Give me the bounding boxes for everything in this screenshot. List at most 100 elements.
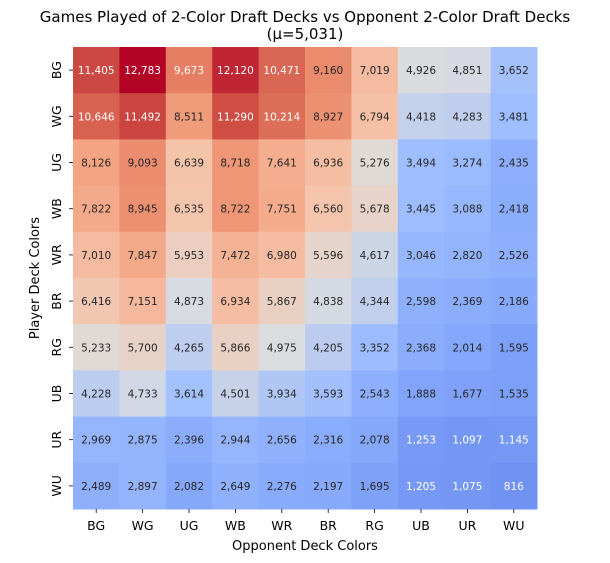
cell-value-label: 5,678: [360, 204, 390, 216]
heatmap-cell: [490, 416, 538, 464]
heatmap-cell: [305, 185, 352, 233]
heatmap-cell: [351, 185, 399, 233]
cell-value-label: 8,718: [220, 158, 250, 170]
cell-value-label: 5,700: [128, 342, 158, 354]
cell-value-label: 8,511: [174, 111, 204, 123]
cell-value-label: 6,794: [360, 111, 390, 123]
heatmap-cell: [212, 462, 260, 510]
x-tick-label: UG: [180, 518, 199, 533]
cell-value-label: 4,501: [220, 389, 250, 401]
heatmap-cell: [490, 370, 538, 418]
cell-value-label: 6,639: [174, 158, 204, 170]
heatmap-cell: [490, 462, 538, 510]
heatmap-cell: [165, 370, 213, 418]
cell-value-label: 3,046: [406, 250, 436, 262]
heatmap-cell: [305, 231, 352, 279]
heatmap-cell: [119, 416, 167, 464]
heatmap-cell: [444, 185, 492, 233]
heatmap-cell: [119, 462, 167, 510]
x-tick-label: WU: [503, 518, 525, 533]
cell-value-label: 4,617: [360, 250, 390, 262]
heatmap-cell: [165, 139, 213, 187]
cell-value-label: 6,980: [267, 250, 297, 262]
heatmap-cell: [165, 416, 213, 464]
cell-value-label: 9,673: [174, 65, 204, 77]
x-tick-label: BR: [320, 518, 338, 533]
heatmap-cell: [119, 324, 167, 371]
heatmap-cell: [258, 324, 306, 371]
cell-value-label: 1,075: [452, 481, 482, 493]
cell-value-label: 1,205: [406, 481, 436, 493]
cell-value-label: 2,014: [452, 342, 482, 354]
heatmap-cell: [73, 324, 120, 371]
cell-value-label: 4,926: [406, 65, 436, 77]
cell-value-label: 5,596: [313, 250, 343, 262]
heatmap-cell: [119, 185, 167, 233]
heatmap-cell: [351, 47, 399, 94]
heatmap-cell: [119, 139, 167, 187]
heatmap-cell: [165, 278, 213, 325]
heatmap-cell: [444, 47, 492, 94]
heatmap-cell: [119, 231, 167, 279]
y-tick-label: UB: [49, 385, 64, 403]
cell-value-label: 2,875: [128, 435, 158, 447]
y-tick-label: BR: [49, 292, 64, 310]
heatmap-cell: [212, 93, 260, 140]
heatmap-cell: [258, 416, 306, 464]
heatmap-cell: [351, 139, 399, 187]
cell-value-label: 2,944: [220, 435, 250, 447]
cell-value-label: 2,897: [128, 481, 158, 493]
heatmap-cell: [305, 139, 352, 187]
heatmap-cell: [212, 231, 260, 279]
heatmap-cell: [258, 139, 306, 187]
cell-value-label: 2,368: [406, 342, 436, 354]
heatmap-cell: [397, 324, 445, 371]
heatmap-cell: [73, 185, 120, 233]
heatmap-cell: [444, 324, 492, 371]
heatmap-cell: [305, 47, 352, 94]
cell-value-label: 5,867: [267, 296, 297, 308]
cell-value-label: 2,820: [452, 250, 482, 262]
heatmap-cell: [351, 462, 399, 510]
cell-value-label: 3,274: [452, 158, 482, 170]
cell-value-label: 8,722: [220, 204, 250, 216]
cell-value-label: 4,873: [174, 296, 204, 308]
heatmap-cell: [444, 416, 492, 464]
y-tick-label: WB: [49, 198, 64, 219]
cell-value-label: 3,934: [267, 389, 297, 401]
heatmap-cell: [212, 370, 260, 418]
cell-value-label: 8,927: [313, 111, 343, 123]
cell-value-label: 3,494: [406, 158, 436, 170]
heatmap-cell: [397, 47, 445, 94]
heatmap-cell: [444, 231, 492, 279]
heatmap-cell: [490, 324, 538, 371]
cell-value-label: 10,646: [78, 111, 115, 123]
heatmap-cell: [258, 278, 306, 325]
heatmap-cell: [397, 462, 445, 510]
heatmap-cell: [258, 462, 306, 510]
cell-value-label: 1,888: [406, 389, 436, 401]
cell-value-label: 7,751: [267, 204, 297, 216]
cell-value-label: 7,019: [360, 65, 390, 77]
cell-value-label: 1,535: [499, 389, 529, 401]
heatmap-cell: [444, 93, 492, 140]
cell-value-label: 4,851: [452, 65, 482, 77]
heatmap-cell: [351, 93, 399, 140]
cell-value-label: 7,822: [81, 204, 111, 216]
cell-value-label: 1,097: [452, 435, 482, 447]
cell-value-label: 2,369: [452, 296, 482, 308]
cell-value-label: 3,481: [499, 111, 529, 123]
cell-value-label: 6,560: [313, 204, 343, 216]
heatmap-cell: [490, 231, 538, 279]
cell-value-label: 9,093: [128, 158, 158, 170]
heatmap-cell: [212, 278, 260, 325]
heatmap-cell: [73, 139, 120, 187]
cell-value-label: 3,088: [452, 204, 482, 216]
cell-value-label: 3,352: [360, 342, 390, 354]
cell-value-label: 4,283: [452, 111, 482, 123]
heatmap-cell: [212, 185, 260, 233]
heatmap-cell: [258, 231, 306, 279]
cell-value-label: 5,953: [174, 250, 204, 262]
cell-value-label: 3,614: [174, 389, 204, 401]
